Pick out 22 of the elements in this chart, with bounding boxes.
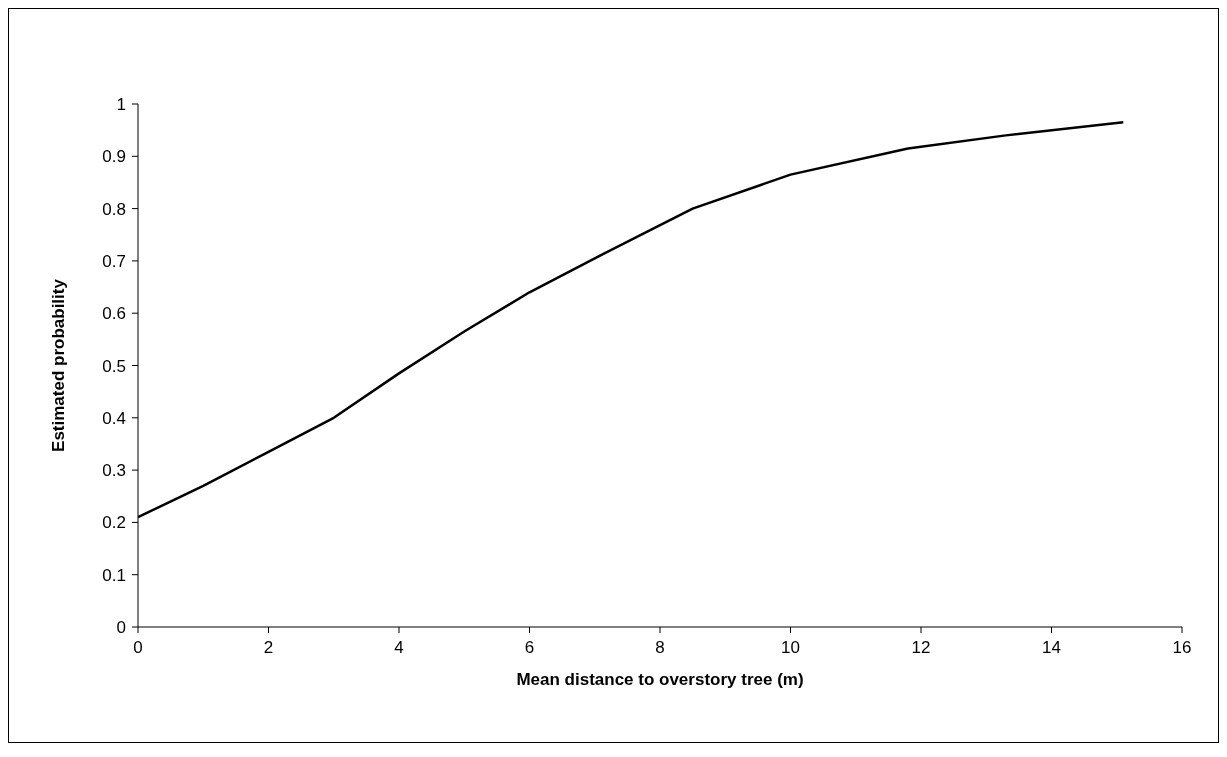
y-tick-label: 0.6 bbox=[102, 304, 126, 324]
y-tick-label: 0.1 bbox=[102, 565, 126, 585]
y-tick-label: 0.4 bbox=[102, 408, 126, 428]
x-tick-label: 0 bbox=[133, 638, 143, 658]
x-tick-label: 4 bbox=[394, 638, 404, 658]
x-tick-label: 8 bbox=[655, 638, 665, 658]
y-tick-label: 1 bbox=[116, 95, 126, 115]
y-tick-label: 0.7 bbox=[102, 251, 126, 271]
x-tick-label: 6 bbox=[524, 638, 535, 658]
x-tick-label: 14 bbox=[1042, 638, 1061, 658]
y-tick-label: 0.8 bbox=[102, 199, 126, 219]
x-tick-label: 2 bbox=[263, 638, 274, 658]
x-tick-label: 10 bbox=[781, 638, 800, 658]
x-tick-label: 12 bbox=[911, 638, 931, 658]
y-tick-label: 0.9 bbox=[102, 147, 126, 167]
y-tick-label: 0.2 bbox=[102, 513, 126, 533]
y-tick-label: 0.3 bbox=[102, 461, 126, 481]
x-axis-title: Mean distance to overstory tree (m) bbox=[516, 670, 804, 689]
y-axis-title: Estimated probability bbox=[49, 278, 69, 452]
y-tick-label: 0.5 bbox=[102, 356, 126, 376]
x-tick-label: 16 bbox=[1172, 638, 1192, 658]
y-tick-label: 0 bbox=[116, 618, 126, 638]
